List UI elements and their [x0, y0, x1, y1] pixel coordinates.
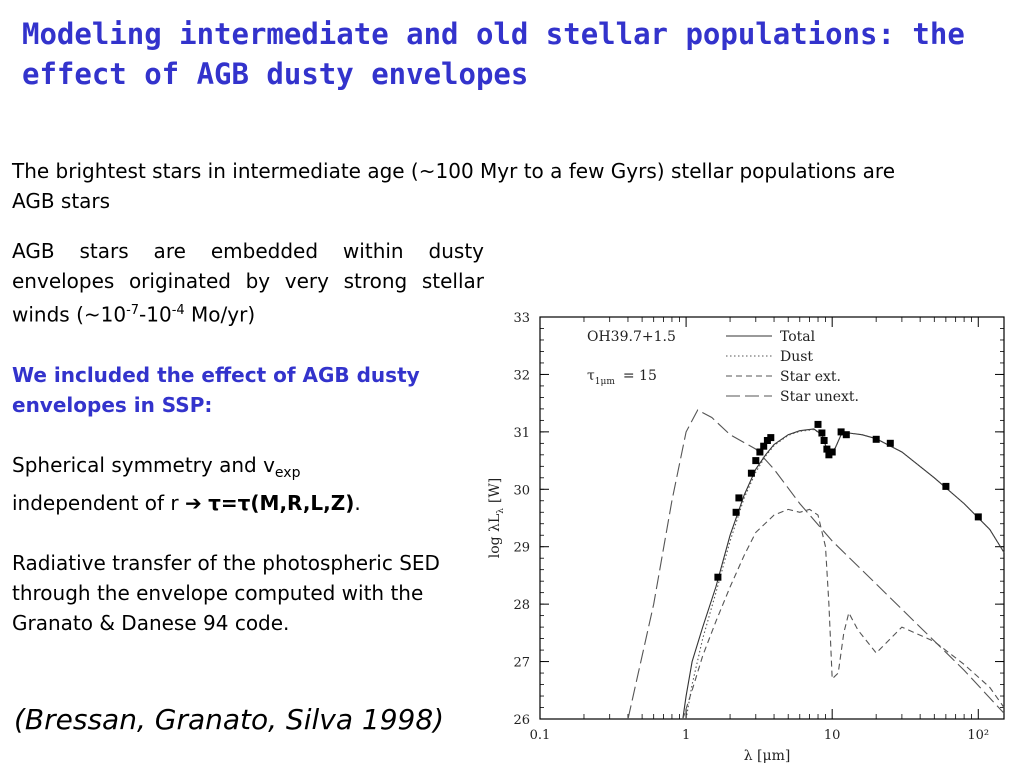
observed-point: [974, 513, 982, 521]
period: .: [354, 490, 361, 515]
x-tick-label: 1: [682, 728, 690, 743]
observed-point: [842, 431, 850, 439]
series-layer: [627, 409, 1005, 720]
legend-label-total: Total: [780, 329, 816, 345]
y-tick-label: 28: [513, 598, 530, 613]
intro-paragraph: The brightest stars in intermediate age …: [12, 159, 896, 213]
y-tick-label: 31: [513, 426, 530, 441]
observed-point: [837, 428, 845, 436]
y-axis-subscript: λ: [496, 508, 506, 514]
y-tick-label: 26: [513, 713, 530, 728]
observed-point: [814, 420, 822, 428]
envelope-text-b: -10: [139, 302, 172, 327]
series-dust-line: [685, 429, 1005, 720]
observed-point: [942, 482, 950, 490]
spherical-text-a: Spherical symmetry and v: [12, 452, 275, 477]
radiative-paragraph: Radiative transfer of the photospheric S…: [12, 550, 440, 635]
observed-point: [735, 494, 743, 502]
envelope-text-a: AGB stars are embedded within dusty enve…: [12, 239, 484, 327]
exponent-2: -4: [171, 303, 185, 318]
y-tick-label: 33: [513, 311, 530, 326]
v-exp-subscript: exp: [274, 464, 301, 481]
included-paragraph: We included the effect of AGB dusty enve…: [12, 362, 420, 417]
sed-chart: 26 27 28 29 30 31 32 33 0.1 1 10 10² OH39.7+1.5 τ1μ…: [487, 311, 1005, 764]
y-tick-label: 32: [513, 368, 530, 383]
observed-point: [714, 573, 722, 581]
sed-figure: 26 27 28 29 30 31 32 33 0.1 1 10 10² OH39.7+1.5 τ1μ…: [482, 300, 1022, 768]
legend-label-star-unext: Star unext.: [780, 389, 859, 405]
legend-label-star-ext: Star ext.: [780, 369, 841, 385]
y-axis-label: log λLλ [W]: [487, 478, 506, 559]
series-total-line: [682, 428, 1005, 720]
legend: Total Dust Star ext. Star unext.: [726, 329, 859, 405]
x-axis-label: λ [μm]: [744, 748, 791, 764]
x-tick-label: 10²: [967, 728, 989, 743]
series-star-unext-line: [627, 409, 1005, 720]
arrow-icon: ➔: [185, 490, 202, 515]
x-tick-label: 10: [824, 728, 841, 743]
observed-point: [828, 448, 836, 456]
observed-point: [818, 429, 826, 437]
observed-point: [820, 437, 828, 444]
agb-envelope-paragraph: AGB stars are embedded within dusty enve…: [12, 236, 484, 330]
observed-point: [886, 439, 894, 447]
tau-label: τ1μm = 15: [587, 368, 657, 387]
tau-subscript: 1μm: [595, 377, 616, 387]
tau-symbol: τ: [587, 368, 595, 384]
y-tick-label: 30: [513, 483, 530, 498]
y-axis-unit: [W]: [487, 478, 503, 503]
points-layer: [714, 420, 982, 581]
tau-value: = 15: [623, 368, 657, 384]
tau-formula: τ=τ(M,R,L,Z): [208, 490, 355, 515]
observed-point: [747, 469, 755, 477]
spherical-text-b: independent of r: [12, 490, 185, 515]
observed-point: [823, 445, 831, 453]
observed-point: [760, 442, 768, 450]
observed-point: [756, 448, 764, 456]
plot-frame: [539, 316, 1005, 720]
exponent-1: -7: [126, 303, 140, 318]
x-tick-label: 0.1: [530, 728, 551, 743]
observed-point: [767, 434, 775, 442]
y-tick-label: 29: [513, 541, 530, 556]
ticks-layer: 26 27 28 29 30 31 32 33 0.1 1 10 10²: [513, 311, 1004, 743]
spherical-paragraph: Spherical symmetry and vexp independent o…: [12, 450, 484, 518]
object-label: OH39.7+1.5: [587, 329, 676, 345]
y-axis-text: log λL: [487, 514, 503, 559]
citation: (Bressan, Granato, Silva 1998): [14, 703, 445, 736]
observed-point: [752, 457, 760, 465]
envelope-text-c: Mo/yr): [184, 302, 256, 327]
observed-point: [732, 508, 740, 516]
y-tick-label: 27: [513, 656, 530, 671]
left-column: AGB stars are embedded within dusty enve…: [12, 236, 484, 638]
legend-label-dust: Dust: [780, 349, 813, 365]
slide-title: Modeling intermediate and old stellar po…: [22, 17, 965, 91]
series-star-ext-line: [682, 508, 1005, 720]
observed-point: [872, 435, 880, 443]
